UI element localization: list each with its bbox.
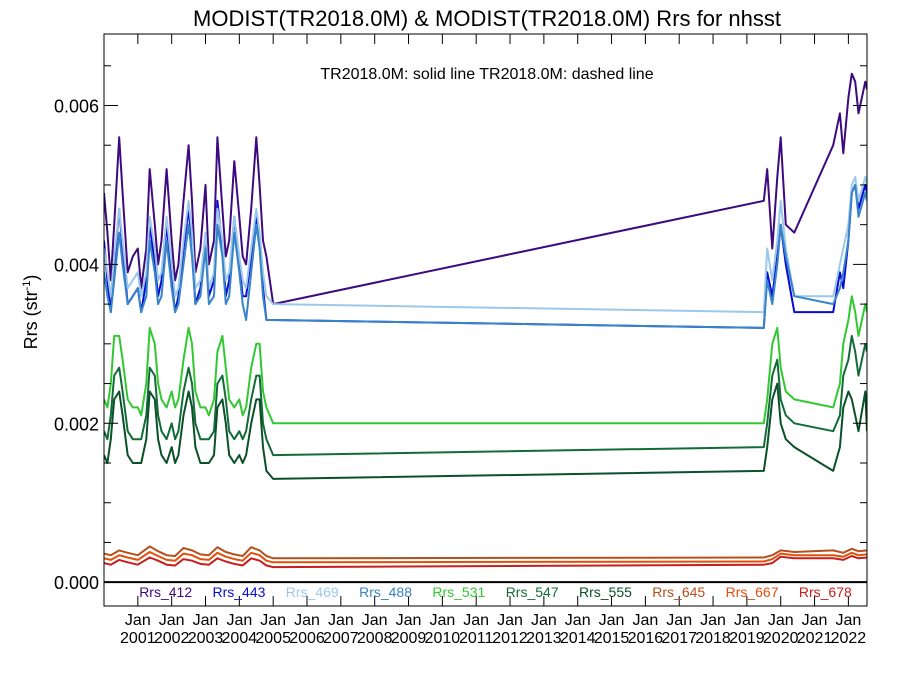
legend-entry-rrs-488: Rrs_488 xyxy=(359,584,412,600)
x-tick-year-label: 2009 xyxy=(391,630,427,647)
x-tick-month-label: Jan xyxy=(226,612,252,629)
chart-title: MODIST(TR2018.0M) & MODIST(TR2018.0M) Rr… xyxy=(193,6,781,31)
legend-entry-rrs-443: Rrs_443 xyxy=(212,584,265,600)
y-axis-label-text: Rrs (str xyxy=(21,290,41,349)
x-tick-year-label: 2014 xyxy=(560,630,596,647)
x-tick-year-label: 2008 xyxy=(357,630,393,647)
legend-entry-rrs-531: Rrs_531 xyxy=(432,584,485,600)
legend-entry-rrs-555: Rrs_555 xyxy=(579,584,632,600)
axes: 0.0000.0020.0040.006Jan2001Jan2002Jan200… xyxy=(54,34,867,647)
x-tick-month-label: Jan xyxy=(734,612,760,629)
x-tick-year-label: 2007 xyxy=(323,630,359,647)
line-style-annotation: TR2018.0M: solid line TR2018.0M: dashed … xyxy=(320,66,653,83)
x-tick-month-label: Jan xyxy=(260,612,286,629)
x-tick-month-label: Jan xyxy=(328,612,354,629)
legend-entry-rrs-412: Rrs_412 xyxy=(139,584,192,600)
x-tick-year-label: 2003 xyxy=(188,630,224,647)
x-tick-month-label: Jan xyxy=(429,612,455,629)
y-tick-label: 0.000 xyxy=(54,573,99,593)
x-tick-year-label: 2016 xyxy=(628,630,664,647)
x-tick-month-label: Jan xyxy=(802,612,828,629)
x-tick-month-label: Jan xyxy=(599,612,625,629)
x-tick-month-label: Jan xyxy=(193,612,219,629)
series-line-rrs-555 xyxy=(104,382,867,480)
x-tick-month-label: Jan xyxy=(362,612,388,629)
y-tick-label: 0.004 xyxy=(54,255,99,275)
x-tick-month-label: Jan xyxy=(159,612,185,629)
y-tick-label: 0.002 xyxy=(54,414,99,434)
series-line-rrs-488 xyxy=(104,183,867,329)
y-axis-label: Rrs (str-1) xyxy=(21,275,41,350)
x-tick-month-label: Jan xyxy=(666,612,692,629)
x-tick-month-label: Jan xyxy=(497,612,523,629)
x-tick-year-label: 2022 xyxy=(831,630,867,647)
x-tick-year-label: 2013 xyxy=(526,630,562,647)
x-tick-month-label: Jan xyxy=(700,612,726,629)
x-tick-year-label: 2018 xyxy=(695,630,731,647)
series-line-rrs-412 xyxy=(104,72,867,306)
series-lines xyxy=(104,72,867,569)
legend-entry-rrs-547: Rrs_547 xyxy=(506,584,559,600)
x-tick-month-label: Jan xyxy=(632,612,658,629)
y-tick-label: 0.006 xyxy=(54,97,99,117)
x-tick-year-label: 2005 xyxy=(255,630,291,647)
series-line-rrs-645 xyxy=(104,545,867,560)
x-tick-year-label: 2001 xyxy=(120,630,156,647)
x-tick-month-label: Jan xyxy=(396,612,422,629)
plot-area xyxy=(104,72,867,569)
x-tick-month-label: Jan xyxy=(565,612,591,629)
series-line-rrs-443 xyxy=(104,183,867,329)
series-line-rrs-667 xyxy=(104,551,867,564)
x-tick-month-label: Jan xyxy=(294,612,320,629)
x-tick-year-label: 2004 xyxy=(222,630,258,647)
legend-entry-rrs-678: Rrs_678 xyxy=(799,584,852,600)
series-line-rrs-469 xyxy=(104,176,867,314)
x-tick-month-label: Jan xyxy=(835,612,861,629)
x-tick-year-label: 2019 xyxy=(729,630,765,647)
legend-entry-rrs-667: Rrs_667 xyxy=(726,584,779,600)
legend: Rrs_412 Rrs_443 Rrs_469 Rrs_488 Rrs_531 Rrs_5… xyxy=(139,584,852,600)
series-line-rrs-678 xyxy=(104,555,867,569)
x-tick-year-label: 2006 xyxy=(289,630,325,647)
x-tick-year-label: 2021 xyxy=(797,630,833,647)
x-tick-year-label: 2020 xyxy=(763,630,799,647)
x-tick-year-label: 2010 xyxy=(425,630,461,647)
y-axis-label-superscript: -1 xyxy=(21,281,33,291)
plot-frame xyxy=(103,33,868,607)
y-axis-label-close: ) xyxy=(21,275,41,281)
x-tick-month-label: Jan xyxy=(768,612,794,629)
series-line-rrs-547 xyxy=(104,334,867,457)
x-tick-year-label: 2015 xyxy=(594,630,630,647)
legend-entry-rrs-645: Rrs_645 xyxy=(652,584,705,600)
x-tick-year-label: 2012 xyxy=(492,630,528,647)
x-tick-month-label: Jan xyxy=(125,612,151,629)
x-tick-month-label: Jan xyxy=(531,612,557,629)
x-tick-month-label: Jan xyxy=(463,612,489,629)
x-tick-year-label: 2011 xyxy=(459,630,494,647)
x-tick-year-label: 2002 xyxy=(154,630,190,647)
series-line-rrs-531 xyxy=(104,295,867,425)
x-tick-year-label: 2017 xyxy=(661,630,697,647)
legend-entry-rrs-469: Rrs_469 xyxy=(286,584,339,600)
